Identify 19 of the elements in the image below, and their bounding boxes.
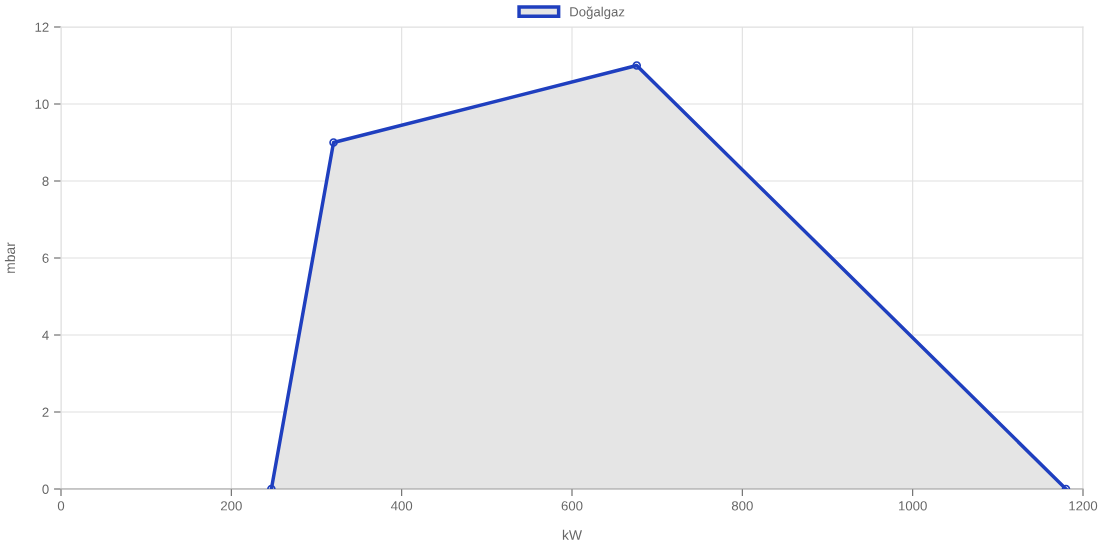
y-axis-title: mbar [4,242,16,273]
y-tick-label: 4 [42,330,49,340]
point [329,138,338,147]
y-tick-label: 6 [42,253,49,263]
y-tick-label: 12 [35,22,49,32]
x-tick-label: 1200 [1069,501,1098,511]
y-tick-label: 8 [42,176,49,186]
y-tick-label: 10 [35,99,49,109]
x-tick-label: 600 [561,501,583,511]
point [632,61,642,70]
y-tick-label: 0 [42,484,49,494]
legend-label: Doğalgaz [570,6,625,20]
x-tick-label: 800 [731,501,753,511]
y-tick-label: 2 [42,407,49,417]
x-axis-title: kW [562,529,582,540]
x-tick-label: 200 [220,501,242,511]
x-tick-label: 1000 [899,501,927,511]
x-tick-label: 400 [390,501,413,511]
x-tick-label: 0 [57,501,65,511]
